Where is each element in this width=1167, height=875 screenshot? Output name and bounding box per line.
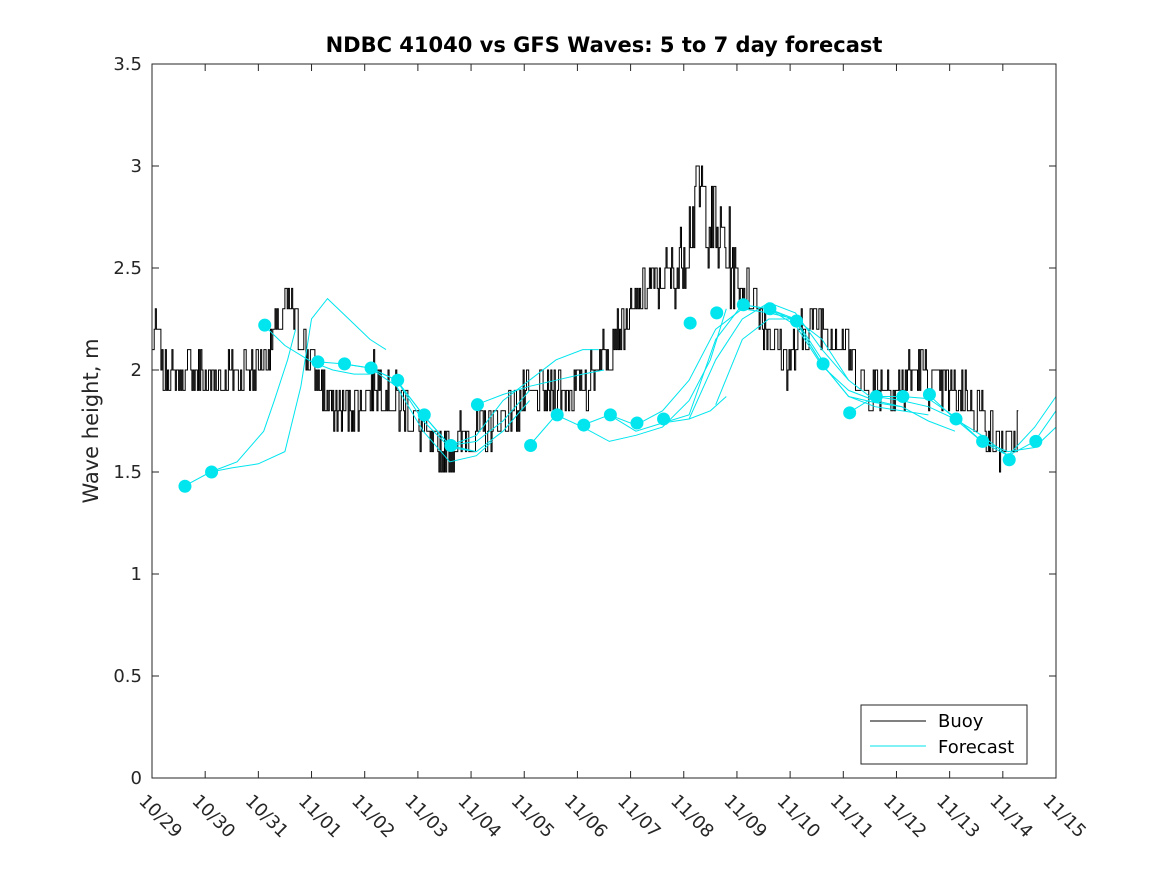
y-tick-label: 3.5 — [113, 54, 142, 75]
forecast-marker — [603, 408, 617, 422]
forecast-line — [396, 379, 530, 447]
legend-buoy-label: Buoy — [938, 711, 984, 732]
forecast-marker — [710, 306, 724, 320]
y-axis-ticks: 0 0.5 1 1.5 2 2.5 3 3.5 — [113, 54, 1056, 789]
chart-title: NDBC 41040 vs GFS Waves: 5 to 7 day fore… — [326, 33, 883, 57]
forecast-marker — [843, 406, 857, 420]
y-tick-label: 2.5 — [113, 258, 142, 279]
forecast-marker — [311, 355, 325, 369]
y-tick-label: 2 — [131, 360, 142, 381]
forecast-marker — [337, 357, 351, 371]
forecast-marker — [763, 302, 777, 316]
forecast-marker — [1002, 453, 1016, 467]
forecast-marker — [470, 398, 484, 412]
forecast-marker — [524, 438, 538, 452]
y-tick-label: 0 — [131, 768, 142, 789]
forecast-marker — [949, 412, 963, 426]
forecast-marker — [550, 408, 564, 422]
legend: Buoy Forecast — [860, 704, 1028, 765]
buoy-series — [152, 165, 1019, 473]
forecast-marker — [205, 465, 219, 479]
forecast-marker — [364, 361, 378, 375]
forecast-marker — [816, 357, 830, 371]
forecast-line — [210, 297, 387, 473]
forecast-marker — [789, 314, 803, 328]
buoy-line — [152, 165, 1019, 473]
forecast-marker — [577, 418, 591, 432]
forecast-marker — [896, 390, 910, 404]
y-tick-label: 1 — [131, 564, 142, 585]
forecast-markers — [178, 298, 1043, 493]
forecast-marker — [444, 438, 458, 452]
forecast-marker — [1029, 434, 1043, 448]
legend-forecast-label: Forecast — [938, 737, 1014, 758]
legend-box — [860, 704, 1028, 765]
forecast-marker — [976, 434, 990, 448]
y-tick-label: 0.5 — [113, 666, 142, 687]
forecast-marker — [736, 298, 750, 312]
forecast-line — [476, 369, 605, 406]
forecast-marker — [417, 408, 431, 422]
y-tick-label: 1.5 — [113, 462, 142, 483]
forecast-marker — [178, 479, 192, 493]
forecast-marker — [258, 318, 272, 332]
forecast-marker — [683, 316, 697, 330]
forecast-marker — [630, 416, 644, 430]
forecast-marker — [657, 412, 671, 426]
forecast-marker — [391, 373, 405, 387]
forecast-marker — [869, 390, 883, 404]
y-tick-label: 3 — [131, 156, 142, 177]
y-axis-label: Wave height, m — [79, 338, 103, 503]
plot-frame — [151, 63, 1057, 779]
forecast-marker — [922, 387, 936, 401]
plot-area — [152, 64, 1056, 778]
